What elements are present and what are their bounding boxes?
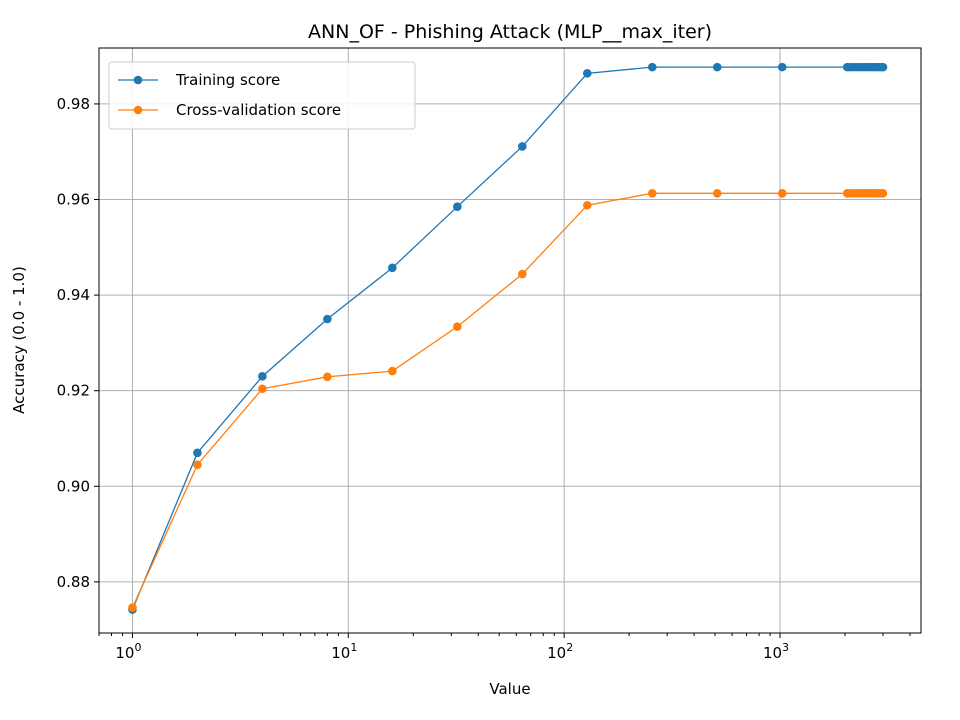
data-point [647,188,657,198]
plot-frame [98,47,922,634]
data-point [388,366,397,376]
x-tick-exponent: 1 [350,641,357,654]
data-point [647,62,657,72]
legend-marker [133,105,143,115]
y-tick-label: 0.96 [57,191,90,209]
legend-marker [133,75,143,85]
y-tick-label: 0.90 [57,477,90,495]
x-tick-label: 102 [547,641,573,662]
grid [99,48,921,633]
data-point [258,372,267,381]
legend-box [108,61,416,130]
y-tick-label: 0.88 [57,573,90,591]
series-0 [128,62,888,614]
data-point [258,384,267,394]
data-point [878,62,888,72]
data-point [388,263,397,273]
legend: Training score Cross-validation score [108,61,416,130]
series-1 [128,188,888,612]
y-axis-label: Accuracy (0.0 - 1.0) [10,266,28,414]
x-tick-label: 103 [763,641,789,662]
data-point [712,62,722,72]
y-tick-label: 0.98 [57,95,90,113]
data-point [777,188,787,198]
x-tick-base: 10 [763,644,782,662]
data-point [518,142,527,151]
x-tick-base: 10 [331,644,350,662]
y-tick-label: 0.92 [57,382,90,400]
data-point [323,314,332,324]
data-point [453,322,462,331]
legend-label: Training score [175,71,280,89]
data-point [712,188,722,198]
x-axis-label: Value [489,680,530,698]
data-point [453,202,462,211]
data-point [193,448,202,458]
legend-label: Cross-validation score [176,101,341,119]
x-tick-exponent: 2 [566,641,573,654]
x-tick-exponent: 0 [134,641,141,654]
data-point [878,188,888,198]
data-point [777,62,787,72]
data-point [323,372,332,382]
legend-item: Cross-validation score [118,101,341,119]
x-tick-label: 100 [115,641,141,662]
x-tick-exponent: 3 [782,641,789,654]
data-point [582,200,592,210]
data-point [128,603,137,612]
data-point [582,69,592,78]
y-tick-label: 0.94 [57,286,90,304]
data-point [193,460,202,470]
x-tick-label: 101 [331,641,357,662]
x-tick-base: 10 [115,644,134,662]
legend-item: Training score [118,71,280,89]
data-point [518,269,527,279]
chart-title: ANN_OF - Phishing Attack (MLP__max_iter) [308,21,712,43]
x-tick-base: 10 [547,644,566,662]
series-layer [128,62,888,614]
